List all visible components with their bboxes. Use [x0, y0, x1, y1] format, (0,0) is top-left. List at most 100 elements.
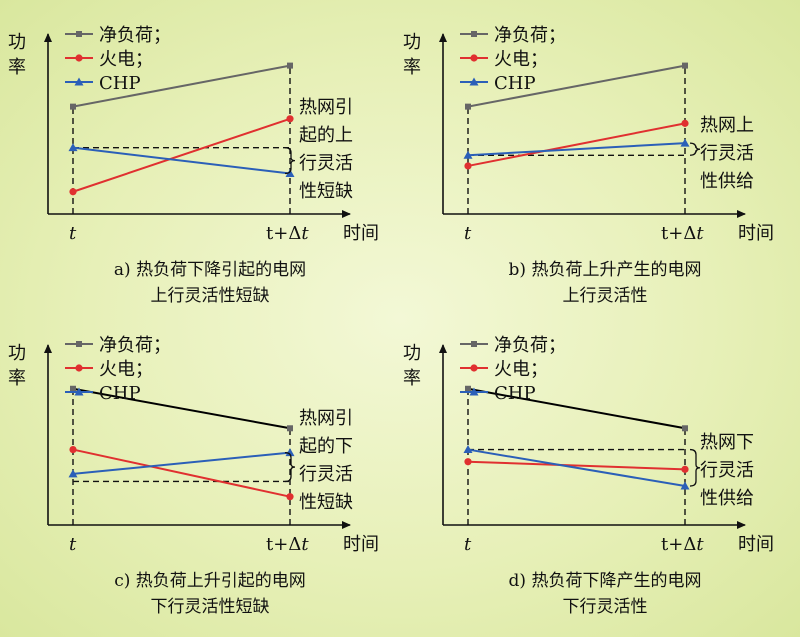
series-thermal-power: [69, 445, 294, 501]
legend-item-chp: CHP: [65, 383, 141, 404]
panel-caption: c) 热负荷上升引起的电网: [114, 571, 306, 591]
annotation-line: 行灵活: [700, 460, 754, 481]
legend-item-chp: CHP: [65, 73, 141, 94]
chp-line: [72, 146, 291, 175]
tick-italic: t: [301, 534, 309, 555]
series-thermal-power: [69, 115, 294, 196]
tick-prefix: t+Δ: [266, 223, 301, 244]
tick-italic: t: [301, 223, 309, 244]
net-load-point: [465, 103, 471, 110]
panel-caption: a) 热负荷下降引起的电网: [114, 260, 306, 280]
legend-label: 火电；: [494, 359, 548, 380]
legend-label: 火电；: [99, 49, 153, 70]
net-load-line: [467, 64, 686, 108]
y-axis-label: 功: [8, 343, 26, 364]
net-load-point: [682, 425, 688, 432]
chp-point: [680, 481, 690, 490]
chp-point: [463, 445, 473, 454]
x-axis-label: 时间: [738, 223, 774, 244]
thermal-power-point: [69, 188, 77, 196]
x-tick-label: t+Δt: [661, 534, 704, 555]
legend-label: CHP: [99, 73, 141, 94]
legend-swatch-marker: [74, 77, 84, 86]
tick-prefix: t+Δ: [661, 223, 696, 244]
chp-point: [285, 169, 295, 178]
annotation-line: 行灵活: [700, 143, 754, 164]
legend-swatch-marker: [74, 387, 84, 396]
thermal-power-point: [464, 458, 472, 466]
legend-swatch-marker: [471, 31, 477, 37]
tick-prefix: t+Δ: [266, 534, 301, 555]
panel-caption: 上行灵活性: [563, 286, 648, 306]
legend-item-chp: CHP: [460, 383, 536, 404]
legend-label: 净负荷；: [99, 25, 171, 46]
x-tick-label: t+Δt: [266, 534, 309, 555]
x-tick-label: t+Δt: [266, 223, 309, 244]
chp-line: [72, 451, 291, 475]
legend-swatch-marker: [469, 77, 479, 86]
y-axis-label: 功: [403, 32, 421, 53]
chp-point: [68, 469, 78, 478]
thermal-power-point: [69, 445, 77, 454]
legend-swatch-marker: [469, 387, 479, 396]
legend-item-net-load: 净负荷；: [460, 335, 566, 356]
legend-swatch-marker: [75, 54, 83, 62]
legend-label: CHP: [494, 73, 536, 94]
chp-point: [68, 143, 78, 152]
x-tick-label: t+Δt: [661, 223, 704, 244]
thermal-power-line: [467, 122, 686, 167]
x-tick-label: t: [69, 223, 77, 244]
legend-label: 火电；: [99, 359, 153, 380]
annotation-line: 性短缺: [299, 181, 353, 202]
y-axis-label: 率: [8, 57, 26, 78]
thermal-power-line: [467, 460, 686, 471]
chp-line: [467, 448, 686, 488]
thermal-power-line: [72, 448, 291, 498]
annotation-line: 热网引: [299, 97, 353, 118]
x-tick-label: t: [69, 534, 77, 555]
annotation-line: 起的下: [299, 436, 353, 457]
legend-label: CHP: [494, 383, 536, 404]
y-axis-label: 功: [8, 32, 26, 53]
net-load-point: [465, 385, 471, 392]
panel-caption: d) 热负荷下降产生的电网: [509, 571, 702, 591]
annotation-line: 行灵活: [299, 464, 353, 485]
legend-item-thermal-power: 火电；: [460, 359, 548, 380]
series-thermal-power: [464, 458, 689, 473]
legend-label: 净负荷；: [494, 25, 566, 46]
legend-item-chp: CHP: [460, 73, 536, 94]
chp-line: [467, 142, 686, 157]
x-tick-label: t: [464, 223, 472, 244]
annotation-line: 性供给: [700, 488, 754, 509]
series-chp: [463, 445, 690, 490]
series-net-load: [465, 385, 688, 432]
annotation-line: 起的上: [299, 125, 353, 146]
legend-item-net-load: 净负荷；: [65, 25, 171, 46]
brace: [689, 448, 701, 487]
panel-caption: 下行灵活性: [563, 597, 648, 617]
legend-item-thermal-power: 火电；: [65, 49, 153, 70]
series-chp: [463, 138, 690, 159]
y-axis-label: 率: [403, 368, 421, 389]
thermal-power-point: [681, 119, 689, 127]
thermal-power-point: [286, 115, 294, 123]
net-load-point: [70, 385, 76, 392]
legend-item-thermal-power: 火电；: [460, 49, 548, 70]
legend-item-thermal-power: 火电；: [65, 359, 153, 380]
chp-point: [285, 448, 295, 457]
legend-label: 火电；: [494, 49, 548, 70]
net-load-line: [467, 387, 686, 430]
series-net-load: [465, 62, 688, 110]
series-net-load: [70, 62, 293, 110]
net-load-line: [72, 64, 291, 108]
net-load-point: [287, 62, 293, 69]
legend-item-net-load: 净负荷；: [460, 25, 566, 46]
annotation-line: 性供给: [700, 171, 754, 192]
tick-italic: t: [696, 534, 704, 555]
legend-swatch-marker: [75, 364, 83, 372]
net-load-point: [70, 103, 76, 110]
